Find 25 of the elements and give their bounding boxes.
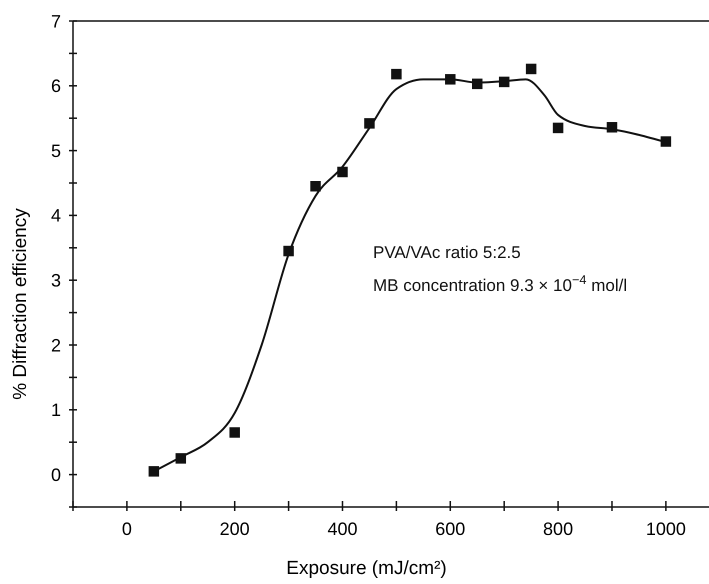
annotation: PVA/VAc ratio 5:2.5 [373,243,521,262]
y-tick-label: 2 [50,335,61,356]
x-tick-label: 1000 [646,519,686,539]
point [552,122,564,134]
point [148,466,160,477]
x-tick-label: 0 [122,519,132,539]
point [310,180,321,192]
y-tick-label: 1 [50,400,61,420]
annotation: MB concentration 9.3 × 10$^{−4}$ mol/l [373,272,628,295]
y-tick-label: 7 [50,11,61,32]
point [660,136,672,147]
y-tick-label: 6 [50,76,61,96]
y-axis-title: % Diffraction efficiency [10,208,31,400]
point [526,64,536,74]
y-tick-label: 3 [50,270,61,290]
point [391,68,402,80]
y-tick-label: 4 [50,206,61,226]
x-tick-label: 600 [435,519,466,539]
x-tick-label: 400 [327,519,358,539]
y-tick-label: 5 [50,140,61,161]
x-tick-label: 800 [543,519,574,539]
x-tick-label: 200 [220,519,250,539]
y-tick-label: 0 [50,464,61,485]
x-axis-title: Exposure (mJ/cm²) [286,558,447,579]
point [229,427,240,438]
